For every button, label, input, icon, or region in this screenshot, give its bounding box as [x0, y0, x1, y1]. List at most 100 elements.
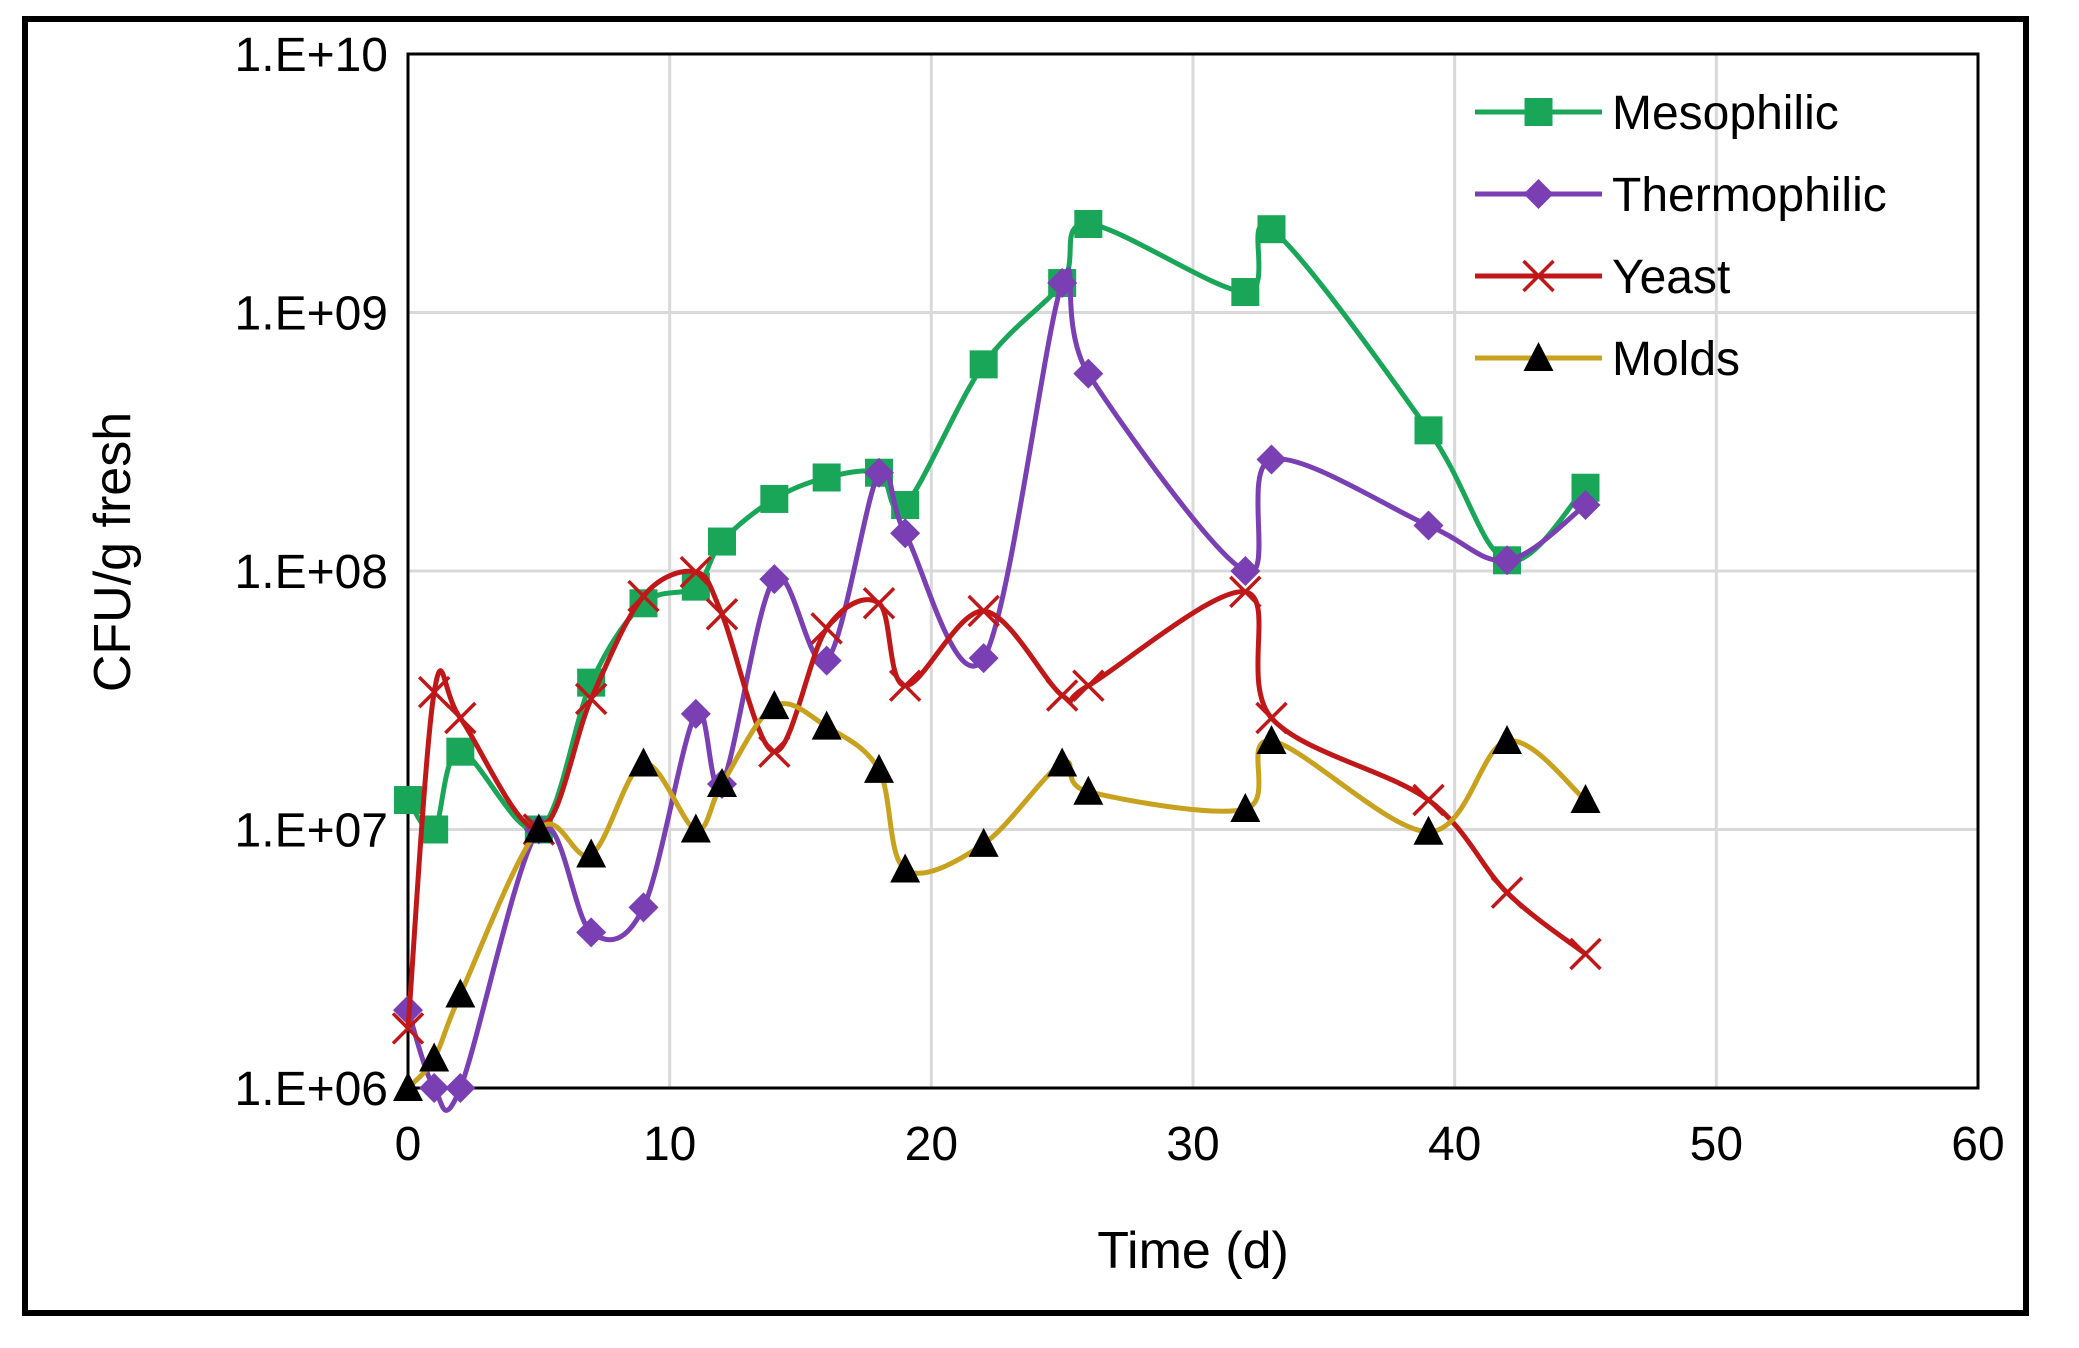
data-point-thermophilic — [890, 518, 921, 549]
data-point-mesophilic — [969, 350, 998, 379]
data-point-mesophilic — [1257, 215, 1286, 244]
data-point-thermophilic — [680, 698, 711, 729]
x-tick-label: 60 — [1951, 1118, 2004, 1171]
data-point-yeast — [1255, 701, 1288, 735]
legend-marker-thermophilic — [1523, 179, 1554, 209]
data-point-molds — [890, 853, 921, 883]
data-point-yeast — [1412, 783, 1445, 817]
y-tick-label: 1.E+09 — [235, 288, 388, 341]
x-tick-label: 50 — [1690, 1118, 1743, 1171]
data-point-molds — [1047, 747, 1078, 777]
data-point-molds — [523, 813, 554, 843]
x-axis-label: Time (d) — [1097, 1222, 1289, 1280]
data-point-thermophilic — [1230, 556, 1261, 586]
data-point-yeast — [888, 669, 922, 702]
data-point-mesophilic — [708, 527, 736, 556]
x-tick-label: 40 — [1428, 1118, 1481, 1171]
data-point-yeast — [627, 579, 660, 613]
legend-label-yeast: Yeast — [1612, 251, 1730, 304]
y-tick-label: 1.E+10 — [235, 29, 388, 82]
data-point-thermophilic — [628, 892, 659, 923]
axes — [406, 52, 1980, 1090]
data-point-molds — [1413, 815, 1444, 845]
data-point-yeast — [444, 701, 477, 735]
data-point-yeast — [758, 735, 791, 768]
series-line-yeast — [405, 568, 1588, 1029]
legend-marker-mesophilic — [1524, 98, 1553, 126]
data-point-yeast — [1229, 575, 1262, 609]
legend-item-thermophilic: Thermophilic — [1475, 169, 1887, 222]
plot-area-border — [406, 52, 1980, 1090]
data-point-mesophilic — [394, 786, 422, 815]
x-tick-labels: 0 10 20 30 40 50 60 — [395, 1118, 2005, 1171]
legend-marker-molds — [1523, 342, 1554, 371]
series-yeast — [391, 555, 1602, 1045]
data-point-molds — [968, 827, 999, 857]
data-point-molds — [1256, 724, 1287, 754]
data-point-molds — [628, 747, 659, 777]
legend-item-yeast: Yeast — [1475, 251, 1730, 304]
data-point-thermophilic — [419, 1073, 450, 1103]
legend-item-molds: Molds — [1475, 333, 1740, 386]
legend-item-mesophilic: Mesophilic — [1475, 87, 1839, 140]
data-point-molds — [419, 1042, 450, 1072]
data-point-molds — [576, 838, 607, 868]
data-point-thermophilic — [811, 645, 842, 676]
data-point-mesophilic — [446, 737, 475, 766]
y-tick-labels: 1.E+06 1.E+07 1.E+08 1.E+09 1.E+10 — [235, 29, 388, 1116]
data-point-thermophilic — [968, 643, 999, 674]
data-point-yeast — [1045, 679, 1079, 712]
legend-label-mesophilic: Mesophilic — [1612, 87, 1839, 140]
data-point-molds — [864, 753, 894, 783]
data-point-yeast — [391, 1012, 425, 1045]
data-point-yeast — [967, 594, 1000, 628]
y-axis-label: CFU/g fresh — [84, 412, 142, 692]
data-series — [391, 209, 1602, 1113]
data-point-yeast — [862, 587, 896, 620]
data-point-thermophilic — [576, 917, 607, 948]
data-point-molds — [393, 1072, 423, 1101]
data-point-molds — [707, 767, 737, 797]
data-point-mesophilic — [760, 484, 789, 513]
data-point-mesophilic — [812, 463, 841, 492]
data-point-thermophilic — [759, 564, 790, 595]
chart-frame — [22, 16, 2029, 1316]
data-point-yeast — [810, 612, 843, 645]
data-point-thermophilic — [1256, 444, 1287, 475]
data-point-mesophilic — [1074, 209, 1103, 238]
data-point-yeast — [574, 682, 608, 716]
x-tick-label: 0 — [395, 1118, 422, 1171]
data-point-yeast — [1569, 937, 1602, 971]
data-point-thermophilic — [1073, 358, 1104, 389]
data-point-thermophilic — [1570, 490, 1601, 521]
series-line-molds — [406, 701, 1588, 1090]
series-thermophilic — [393, 267, 1601, 1113]
data-point-molds — [445, 978, 476, 1008]
legend-marker-yeast — [1522, 259, 1555, 293]
series-line-thermophilic — [405, 267, 1588, 1113]
data-point-molds — [759, 690, 790, 720]
data-point-mesophilic — [1414, 416, 1443, 445]
data-point-thermophilic — [1047, 268, 1078, 299]
data-point-yeast — [705, 598, 739, 631]
data-point-thermophilic — [445, 1073, 476, 1103]
data-point-yeast — [1490, 876, 1524, 909]
x-tick-label: 30 — [1166, 1118, 1219, 1171]
data-point-molds — [680, 813, 711, 843]
legend: Mesophilic Thermophilic Yeast Molds — [1475, 87, 1887, 386]
y-tick-label: 1.E+07 — [235, 805, 388, 858]
data-point-mesophilic — [1231, 278, 1260, 307]
data-point-thermophilic — [864, 457, 894, 488]
data-point-yeast — [417, 675, 451, 709]
data-point-molds — [1492, 724, 1522, 754]
data-point-molds — [811, 710, 842, 740]
data-point-molds — [1570, 784, 1601, 814]
x-tick-label: 10 — [643, 1118, 696, 1171]
data-point-molds — [1230, 793, 1261, 823]
data-point-thermophilic — [1492, 545, 1522, 576]
series-line-mesophilic — [405, 221, 1588, 834]
data-point-yeast — [1072, 669, 1105, 702]
data-point-yeast — [679, 555, 713, 589]
x-tick-label: 20 — [905, 1118, 958, 1171]
